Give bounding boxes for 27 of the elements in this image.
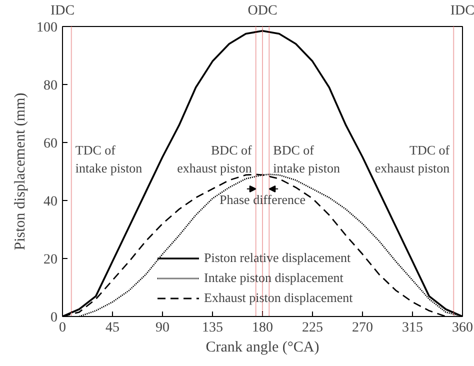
legend-label: Intake piston displacement [204, 270, 344, 286]
y-tick-label: 100 [36, 20, 58, 36]
y-tick-label: 60 [44, 136, 58, 152]
ref-line-label: ODC [248, 4, 278, 18]
y-tick-label: 80 [44, 78, 58, 94]
x-tick-label: 360 [452, 320, 473, 336]
x-tick-label: 45 [106, 320, 120, 336]
x-axis-title: Crank angle (°CA) [206, 340, 320, 356]
text: IDC [450, 4, 474, 18]
y-tick-label: 20 [44, 252, 58, 268]
x-tick-label: 225 [302, 320, 323, 336]
ref-line-label: TDC of exhaust piston [374, 142, 450, 176]
x-tick-label: 135 [202, 320, 223, 336]
x-tick-label: 90 [156, 320, 170, 336]
ref-line-label: TDC of intake piston [75, 142, 143, 176]
ref-line-label: BDC of exhaust piston [177, 142, 253, 176]
x-tick-label: 315 [402, 320, 423, 336]
y-tick-label: 0 [50, 310, 58, 326]
y-tick-label: 40 [44, 194, 58, 210]
legend-label: Piston relative displacement [204, 250, 351, 266]
x-tick-label: 270 [352, 320, 373, 336]
annotation: Phase difference [219, 192, 306, 207]
x-tick-label: 180 [252, 320, 273, 336]
legend-label: Exhaust piston displacement [204, 290, 353, 306]
y-axis-title: Piston displacement (mm) [12, 92, 28, 250]
text: IDC [50, 4, 75, 18]
ref-line-label: BDC of intake piston [273, 142, 340, 176]
